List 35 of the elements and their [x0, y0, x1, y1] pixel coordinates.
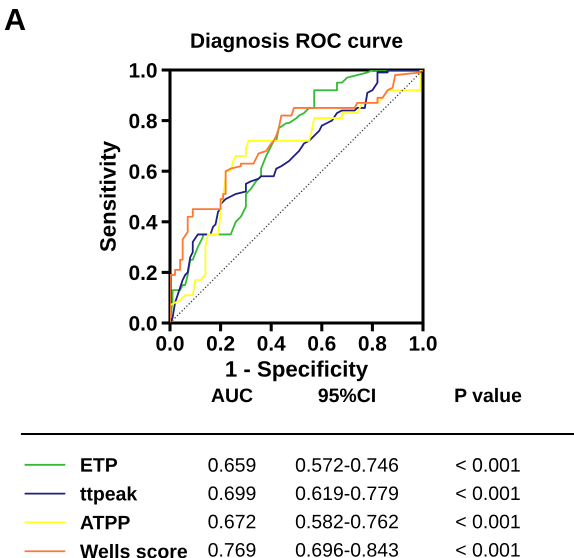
x-tick-label: 0.2	[206, 336, 234, 351]
chart-title: Diagnosis ROC curve	[191, 32, 402, 52]
text: AUC	[211, 388, 253, 402]
text: < 0.001	[456, 514, 520, 528]
y-tick-label: 0.4	[129, 214, 158, 230]
text: 0.619-0.779	[296, 486, 398, 500]
text: < 0.001	[456, 542, 520, 557]
text: 0.699	[208, 486, 256, 500]
y-axis-title: Sensitivity	[99, 141, 120, 252]
x-tick-label: 0.6	[308, 336, 336, 351]
x-tick-label: 0.0	[156, 336, 184, 351]
x-tick-label: 1.0	[410, 336, 437, 351]
text: 0.659	[208, 458, 256, 472]
x-tick-label: 0.8	[358, 336, 386, 351]
y-tick-label: 0.6	[129, 164, 157, 179]
y-tick-label: 0.2	[129, 265, 157, 280]
legend-label: Wells score	[80, 544, 188, 558]
y-tick-label: 0.8	[129, 114, 157, 128]
text: 0.769	[208, 542, 256, 557]
x-tick-label: 0.4	[258, 336, 286, 351]
y-tick-label: 0.0	[129, 316, 157, 331]
text: < 0.001	[456, 486, 520, 500]
text: 0.696-0.843	[296, 542, 398, 557]
legend-label: ATPP	[80, 516, 130, 530]
text: 0.582-0.762	[296, 514, 398, 528]
text: P value	[455, 388, 522, 402]
y-tick-label: 1.0	[130, 63, 157, 78]
text: 95%CI	[318, 388, 375, 402]
legend-label: ttpeak	[80, 486, 138, 504]
text: 0.572-0.746	[296, 458, 398, 472]
text: A	[4, 8, 26, 30]
text: < 0.001	[456, 458, 520, 472]
legend-label: ETP	[81, 458, 118, 472]
text: 0.672	[208, 514, 256, 528]
x-axis-title: 1 - Specificity	[226, 360, 368, 382]
